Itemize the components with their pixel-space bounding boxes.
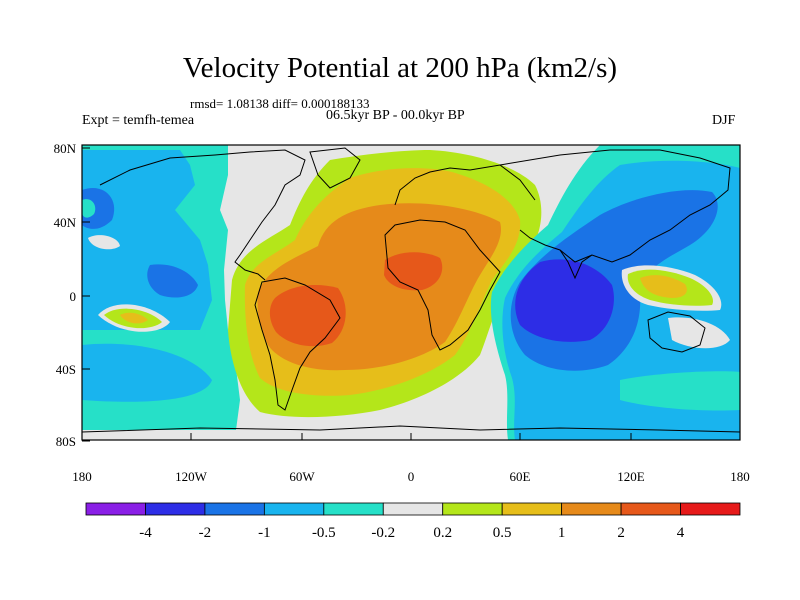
lon-label-180e: 180 [730,469,750,484]
experiment-label: Expt = temfh-temea [82,113,195,128]
colorbar-swatch [204,502,265,516]
lon-label-60e: 60E [510,469,531,484]
contour-west-pacific-yellow [640,275,687,298]
colorbar-label: -0.2 [371,525,395,541]
contour-pacific-positive-core [120,312,148,324]
contour-indian-ocean-deep-blue [515,259,614,342]
coastlines [81,147,741,433]
coastline-india [559,249,593,280]
colorbar-swatch [263,502,325,516]
colorbar-label: -0.5 [312,525,336,541]
longitude-axis: 180 120W 60W 0 60E 120E 180 [72,433,750,484]
colorbar-swatch [382,502,444,516]
contour-south-pacific-cyan [82,343,212,402]
colorbar-label: -1 [258,525,271,541]
contour-pacific-upper-blue [82,188,115,229]
lat-label-80s: 80S [56,434,76,449]
colorbar-swatch [561,502,622,516]
colorbar-label: 4 [677,525,685,541]
plot-title: Velocity Potential at 200 hPa (km2/s) [182,52,618,84]
coastline-africa [384,219,501,351]
lon-label-120w: 120W [175,469,208,484]
lat-label-40n: 40N [54,215,77,230]
lon-label-120e: 120E [617,469,645,484]
contour-south-east-white [668,317,730,349]
colorbar-swatch [442,502,503,516]
colorbar-swatch [323,502,384,516]
latitude-axis: 80N 40N 0 40S 80S [54,141,90,449]
lon-label-0: 0 [408,469,415,484]
colorbar-label: 0.2 [433,525,452,541]
lat-label-0: 0 [70,289,77,304]
coastline-australia [647,311,706,353]
coastline-south-america [254,277,341,411]
colorbar-label: 0.5 [493,525,512,541]
contour-pacific-white-spot [88,235,120,250]
coastline-antarctica [81,425,741,433]
colorbar-swatch [501,502,563,516]
lon-label-180w: 180 [72,469,92,484]
contour-south-east-light [620,371,740,411]
colorbar-label: 2 [617,525,625,541]
lat-label-40s: 40S [56,362,76,377]
colorbar-label: 1 [558,525,566,541]
coastline-greenland [309,147,361,189]
colorbar-swatch [620,502,681,516]
contour-south-america-red [269,285,346,347]
colorbar-label: -2 [199,525,212,541]
coastline-north-america [99,149,306,281]
contour-field [82,145,740,440]
lon-label-60w: 60W [289,469,315,484]
colorbar-label: -4 [139,525,152,541]
lat-label-80n: 80N [54,141,77,156]
contour-pacific-blue [147,264,198,298]
season-label: DJF [712,113,736,128]
rmsd-diff-stats: rmsd= 1.08138 diff= 0.000188133 [190,96,370,111]
colorbar-swatch [680,502,741,516]
colorbar-swatch [85,502,146,516]
colorbar: -4 -2 -1 -0.5 -0.2 0.2 0.5 1 2 4 [85,502,741,541]
colorbar-swatch [145,502,206,516]
contour-pacific-upper-cyan [82,199,96,218]
period-label: 06.5kyr BP - 00.0kyr BP [326,108,465,123]
coastline-europe [394,164,536,206]
